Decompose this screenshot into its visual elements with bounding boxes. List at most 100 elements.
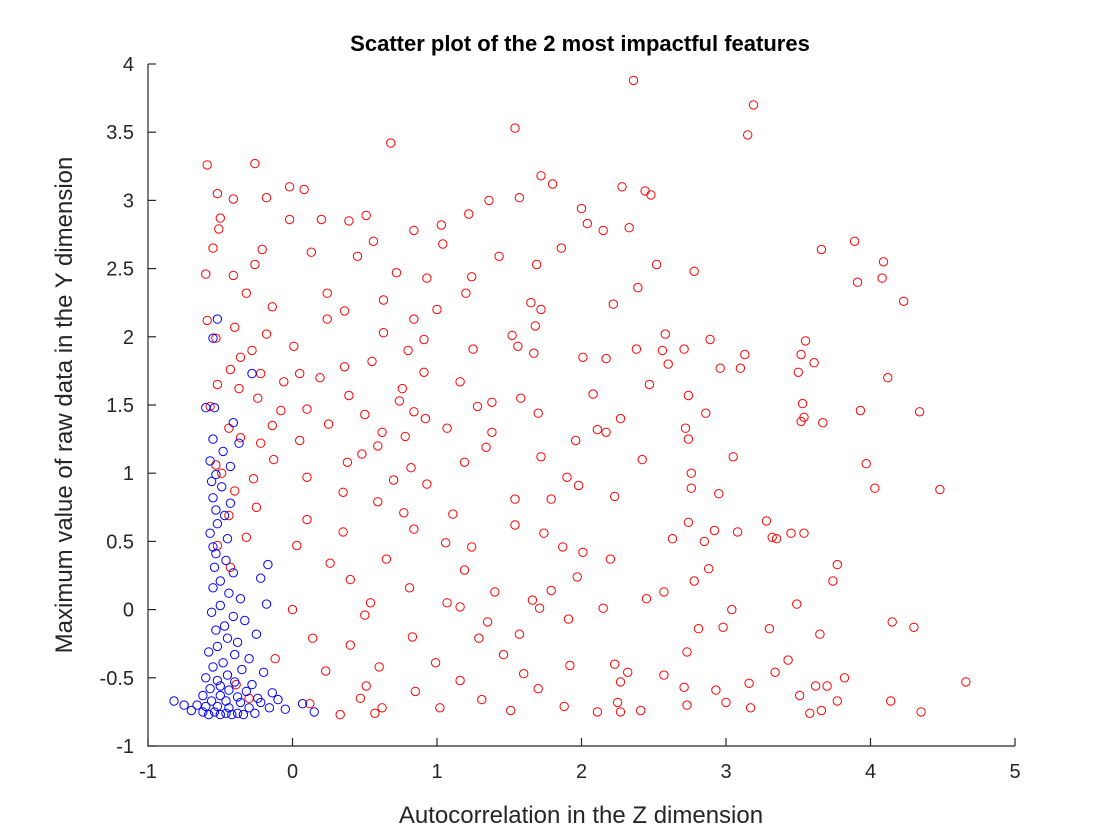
scatter-point (410, 686, 420, 697)
scatter-point (198, 690, 208, 701)
x-tick-label: 3 (720, 761, 731, 783)
scatter-point (615, 413, 626, 424)
scatter-point (212, 188, 223, 199)
scatter-point (256, 573, 266, 583)
scatter-point (212, 314, 223, 324)
scatter-point (361, 210, 371, 221)
scatter-point (204, 709, 214, 720)
scatter-point (633, 283, 643, 293)
scatter-point (468, 344, 478, 354)
scatter-point (438, 239, 448, 249)
scatter-point (251, 502, 262, 512)
scatter-point (295, 435, 305, 446)
scatter-point (316, 214, 327, 225)
scatter-point (732, 527, 743, 537)
scatter-point (228, 611, 239, 622)
scatter-point (533, 684, 543, 694)
scatter-point (267, 302, 277, 312)
scatter-point (419, 334, 429, 345)
scatter-point (219, 621, 230, 631)
scatter-point (208, 243, 218, 253)
scatter-point (374, 662, 384, 672)
scatter-point (667, 534, 678, 544)
scatter-point (571, 435, 581, 446)
scatter-point (228, 194, 239, 204)
scatter-point (256, 697, 266, 708)
scatter-point (711, 685, 721, 695)
scatter-point (218, 658, 228, 668)
scatter-point (240, 615, 250, 626)
scatter-point (215, 690, 226, 701)
scatter-point (683, 434, 694, 444)
scatter-point (796, 416, 806, 427)
scatter-point (474, 633, 484, 643)
scatter-point (612, 697, 623, 708)
scatter-point (546, 494, 556, 504)
scatter-point (852, 277, 863, 287)
scatter-point (689, 576, 699, 586)
x-axis-label: Autocorrelation in the Z dimension (399, 802, 763, 829)
scatter-point (572, 572, 582, 582)
scatter-point (683, 390, 694, 401)
scatter-point (601, 427, 611, 437)
scatter-point (391, 268, 402, 278)
scatter-point (631, 344, 642, 354)
scatter-point (482, 617, 493, 627)
scatter-point (805, 708, 815, 718)
scatter-point (409, 314, 419, 324)
scatter-point (828, 576, 838, 586)
scatter-point (659, 670, 669, 680)
scatter-point (793, 367, 803, 377)
scatter-point (235, 433, 246, 443)
scatter-point (679, 344, 689, 354)
scatter-point (230, 649, 240, 660)
scatter-point (222, 670, 233, 680)
scatter-point (400, 431, 410, 442)
scatter-point (279, 377, 289, 387)
scatter-point (224, 703, 234, 713)
scatter-point (506, 705, 516, 716)
scatter-point (455, 377, 465, 387)
scatter-point (208, 662, 218, 672)
y-tick-label: 1.5 (106, 395, 134, 417)
scatter-point (547, 179, 558, 189)
scatter-point (381, 554, 392, 564)
scatter-point (267, 420, 277, 431)
scatter-point (487, 397, 497, 407)
scatter-point (472, 401, 483, 412)
scatter-point (222, 633, 233, 643)
scatter-point (761, 516, 772, 526)
scatter-point (212, 379, 223, 390)
scatter-point (578, 352, 588, 362)
scatter-point (360, 409, 370, 420)
points-layer (169, 75, 971, 720)
scatter-point (219, 510, 230, 521)
scatter-point (225, 461, 236, 472)
scatter-point (373, 441, 383, 451)
scatter-point (305, 699, 315, 709)
scatter-point (338, 527, 348, 537)
scatter-point (598, 603, 608, 613)
scatter-point (727, 604, 737, 615)
scatter-point (234, 438, 244, 448)
scatter-point (617, 182, 627, 192)
y-tick-label: 4 (123, 54, 134, 76)
scatter-point (679, 682, 689, 692)
scatter-point (464, 209, 474, 219)
scatter-point (250, 708, 260, 718)
scatter-point (344, 216, 354, 226)
x-tick-label: 0 (287, 761, 298, 783)
scatter-point (289, 341, 299, 351)
scatter-point (743, 130, 753, 140)
scatter-point (222, 534, 233, 544)
scatter-point (342, 457, 353, 467)
scatter-point (487, 427, 497, 437)
scatter-point (516, 393, 526, 403)
scatter-point (209, 403, 220, 413)
scatter-point (232, 692, 243, 702)
scatter-point (441, 538, 451, 548)
y-tick-label: 2.5 (106, 259, 134, 281)
scatter-point (302, 404, 312, 414)
scatter-point (244, 703, 254, 713)
